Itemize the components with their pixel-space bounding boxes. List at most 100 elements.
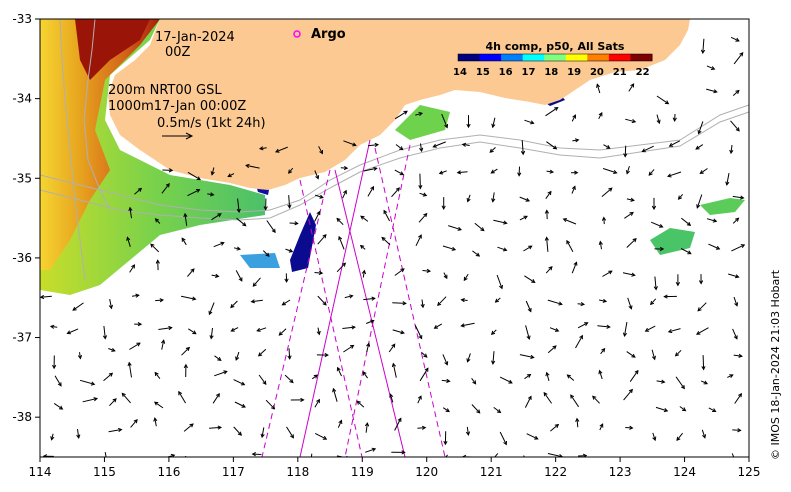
current-vector (213, 242, 224, 248)
current-vector (211, 274, 219, 277)
x-tick-label: 114 (29, 465, 52, 479)
current-vector (265, 399, 275, 410)
current-vector (492, 117, 496, 128)
current-vector (187, 189, 200, 197)
current-vector (525, 300, 532, 312)
current-vector-head (127, 361, 132, 367)
current-vector-head (697, 130, 702, 135)
current-vector-head (443, 440, 448, 446)
current-vector (314, 211, 321, 222)
current-vector (235, 351, 240, 361)
current-vector (547, 299, 563, 305)
current-vector (601, 187, 613, 197)
current-vector-head (489, 148, 494, 153)
current-vector (383, 210, 391, 222)
current-vector-head (361, 269, 367, 275)
current-vector (317, 295, 327, 306)
current-vector (625, 118, 636, 123)
current-vector-head (622, 332, 628, 338)
current-vector (394, 110, 408, 120)
current-vector-head (680, 384, 685, 390)
current-vector-head (545, 371, 550, 377)
current-vector-head (641, 148, 646, 153)
current-vector-head (370, 319, 375, 324)
x-tick-label: 125 (738, 465, 761, 479)
current-vector (154, 418, 157, 427)
current-vector (184, 213, 188, 226)
current-vector (732, 217, 739, 224)
current-vector-head (475, 252, 481, 257)
current-vector (445, 454, 448, 457)
current-vector (109, 398, 117, 407)
current-vector (150, 243, 160, 253)
current-vector-head (652, 436, 657, 442)
current-vector-head (530, 120, 535, 125)
current-vector (318, 146, 323, 154)
colorbar-label: 20 (590, 67, 604, 78)
current-vector (188, 328, 197, 335)
current-vector-head (554, 327, 560, 332)
date-label: 17-Jan-2024 (155, 30, 235, 45)
current-vector-head (562, 218, 568, 223)
current-vectors (40, 36, 746, 462)
current-vector-head (270, 405, 276, 410)
current-vector-head (698, 459, 702, 462)
current-vector-head (242, 222, 247, 227)
current-vector (418, 213, 428, 223)
current-vector (626, 165, 630, 174)
current-vector-head (290, 434, 294, 439)
current-vector (441, 379, 450, 382)
current-vector (599, 241, 602, 250)
current-vector-head (735, 89, 740, 94)
colorbar-label: 14 (453, 67, 467, 78)
current-vector-head (466, 197, 471, 203)
y-tick-label: -34 (12, 92, 32, 106)
current-vector-head (362, 371, 367, 376)
current-vector (103, 325, 106, 339)
current-vector-head (476, 409, 481, 414)
current-vector (457, 171, 468, 174)
current-vector-head (490, 330, 496, 336)
current-vector-head (663, 408, 669, 413)
current-vector-head (687, 250, 692, 255)
contour-info-1000m: 1000m17-Jan 00:00Z (108, 99, 246, 114)
x-tick-label: 117 (222, 465, 245, 479)
current-vector (602, 168, 617, 174)
current-vector (134, 188, 142, 195)
current-vector-head (672, 117, 677, 122)
current-vector (519, 354, 534, 358)
current-vector-head (66, 330, 71, 335)
current-vector (314, 272, 323, 274)
current-vector-head (735, 274, 740, 279)
current-vector-head (547, 190, 552, 196)
current-vector-head (631, 272, 636, 277)
current-vector-head (135, 293, 140, 298)
current-vector-head (520, 150, 526, 156)
current-vector-head (735, 127, 740, 132)
current-vector (233, 426, 242, 436)
current-vector (656, 95, 669, 105)
current-vector-head (343, 189, 347, 195)
current-vector-head (117, 427, 123, 433)
current-vector (53, 402, 63, 410)
current-vector-head (131, 264, 136, 269)
current-vector-head (423, 353, 428, 358)
x-tick-label: 123 (609, 465, 632, 479)
current-vector-head (356, 400, 361, 405)
current-vector-head (351, 325, 356, 330)
current-vector-head (496, 409, 502, 414)
current-vector (700, 168, 708, 174)
current-vector-head (40, 294, 45, 300)
colorbar-label: 18 (544, 67, 558, 78)
current-vector (262, 250, 270, 257)
current-vector-head (517, 172, 522, 177)
current-vector-head (575, 417, 580, 423)
current-vector (285, 248, 293, 253)
current-vector (365, 423, 368, 433)
current-vector (626, 198, 635, 201)
current-vector-head (250, 299, 255, 304)
current-vector-head (734, 217, 740, 222)
current-vector (576, 418, 579, 428)
colorbar-swatch (565, 54, 588, 61)
current-vector-head (661, 379, 666, 384)
